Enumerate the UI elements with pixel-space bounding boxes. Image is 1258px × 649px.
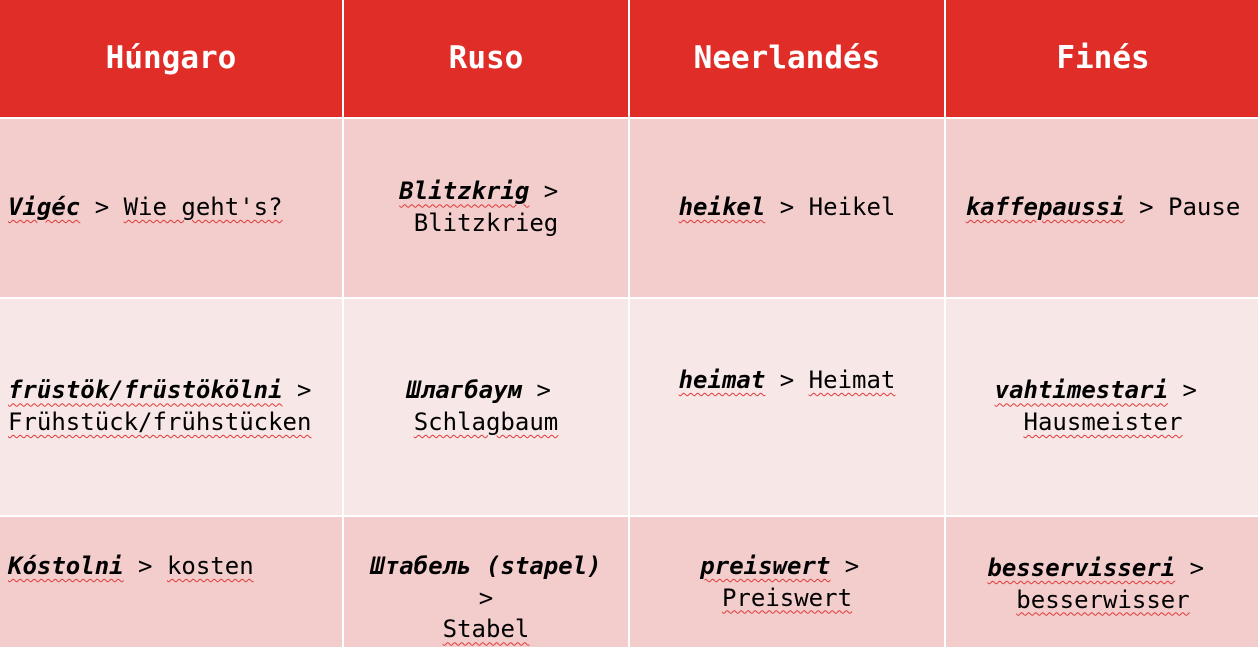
loanword: Штабель (stapel) <box>370 552 602 580</box>
arrow-separator: > <box>464 583 508 612</box>
loanword: heikel <box>678 193 766 222</box>
table-cell: Шлагбаум > Schlagbaum <box>344 299 628 515</box>
german-source: Wie geht's? <box>123 193 283 222</box>
arrow-separator: > <box>1124 193 1169 222</box>
arrow-separator: > <box>123 552 167 580</box>
german-source: Heimat <box>808 366 896 394</box>
german-source: Blitzkrieg <box>413 209 559 237</box>
german-source: kosten <box>166 552 254 580</box>
german-source: Heikel <box>808 193 896 222</box>
arrow-separator: > <box>765 366 809 394</box>
loanword: Шлагбаум <box>406 376 523 405</box>
table-cell: Blitzkrig > Blitzkrieg <box>344 119 628 297</box>
loanword: vahtimestari <box>994 376 1169 405</box>
arrow-separator: > <box>765 193 809 222</box>
header-label: Ruso <box>448 40 524 77</box>
german-source: Schlagbaum <box>413 408 559 436</box>
loanword: Kóstolni <box>8 552 124 580</box>
german-source: Pause <box>1168 193 1241 222</box>
arrow-separator: > <box>522 376 566 405</box>
arrow-separator: > <box>1175 554 1219 582</box>
loanword: kaffepaussi <box>965 193 1125 222</box>
table-cell: kaffepaussi > Pause <box>946 119 1258 297</box>
loanword: preiswert <box>700 552 831 580</box>
header-russian: Ruso <box>344 0 628 117</box>
loanword: heimat <box>678 366 766 394</box>
german-source: Preiswert <box>721 583 853 612</box>
arrow-separator: > <box>282 376 326 405</box>
loanword: Vigéc <box>8 193 81 222</box>
arrow-separator: > <box>529 177 573 206</box>
german-source: Stabel <box>442 615 530 644</box>
table-cell: Kóstolni > kosten <box>0 517 342 647</box>
header-label: Húngaro <box>105 40 237 77</box>
header-label: Finés <box>1056 40 1150 77</box>
german-source: besserwisser <box>1016 585 1190 614</box>
arrow-separator: > <box>1168 376 1212 405</box>
arrow-separator: > <box>830 552 874 580</box>
table-cell: Vigéc > Wie geht's? <box>0 119 342 297</box>
german-source: Frühstück/frühstücken <box>8 408 312 436</box>
header-hungarian: Húngaro <box>0 0 342 117</box>
table-cell: früstök/früstökölni > Frühstück/frühstüc… <box>0 299 342 515</box>
header-dutch: Neerlandés <box>630 0 944 117</box>
loanword: früstök/früstökölni <box>8 376 283 405</box>
arrow-separator: > <box>80 193 124 222</box>
table-cell: vahtimestari > Hausmeister <box>946 299 1258 515</box>
loanword: besservisseri <box>987 554 1176 582</box>
header-label: Neerlandés <box>693 40 881 77</box>
table-cell: besservisseri > besserwisser <box>946 517 1258 647</box>
table-cell: preiswert > Preiswert <box>630 517 944 647</box>
header-finnish: Finés <box>946 0 1258 117</box>
table-cell: heikel > Heikel <box>630 119 944 297</box>
table-cell: Штабель (stapel) > Stabel <box>344 517 628 647</box>
table-cell: heimat > Heimat <box>630 299 944 515</box>
loanword: Blitzkrig <box>399 177 530 206</box>
german-source: Hausmeister <box>1023 408 1183 436</box>
